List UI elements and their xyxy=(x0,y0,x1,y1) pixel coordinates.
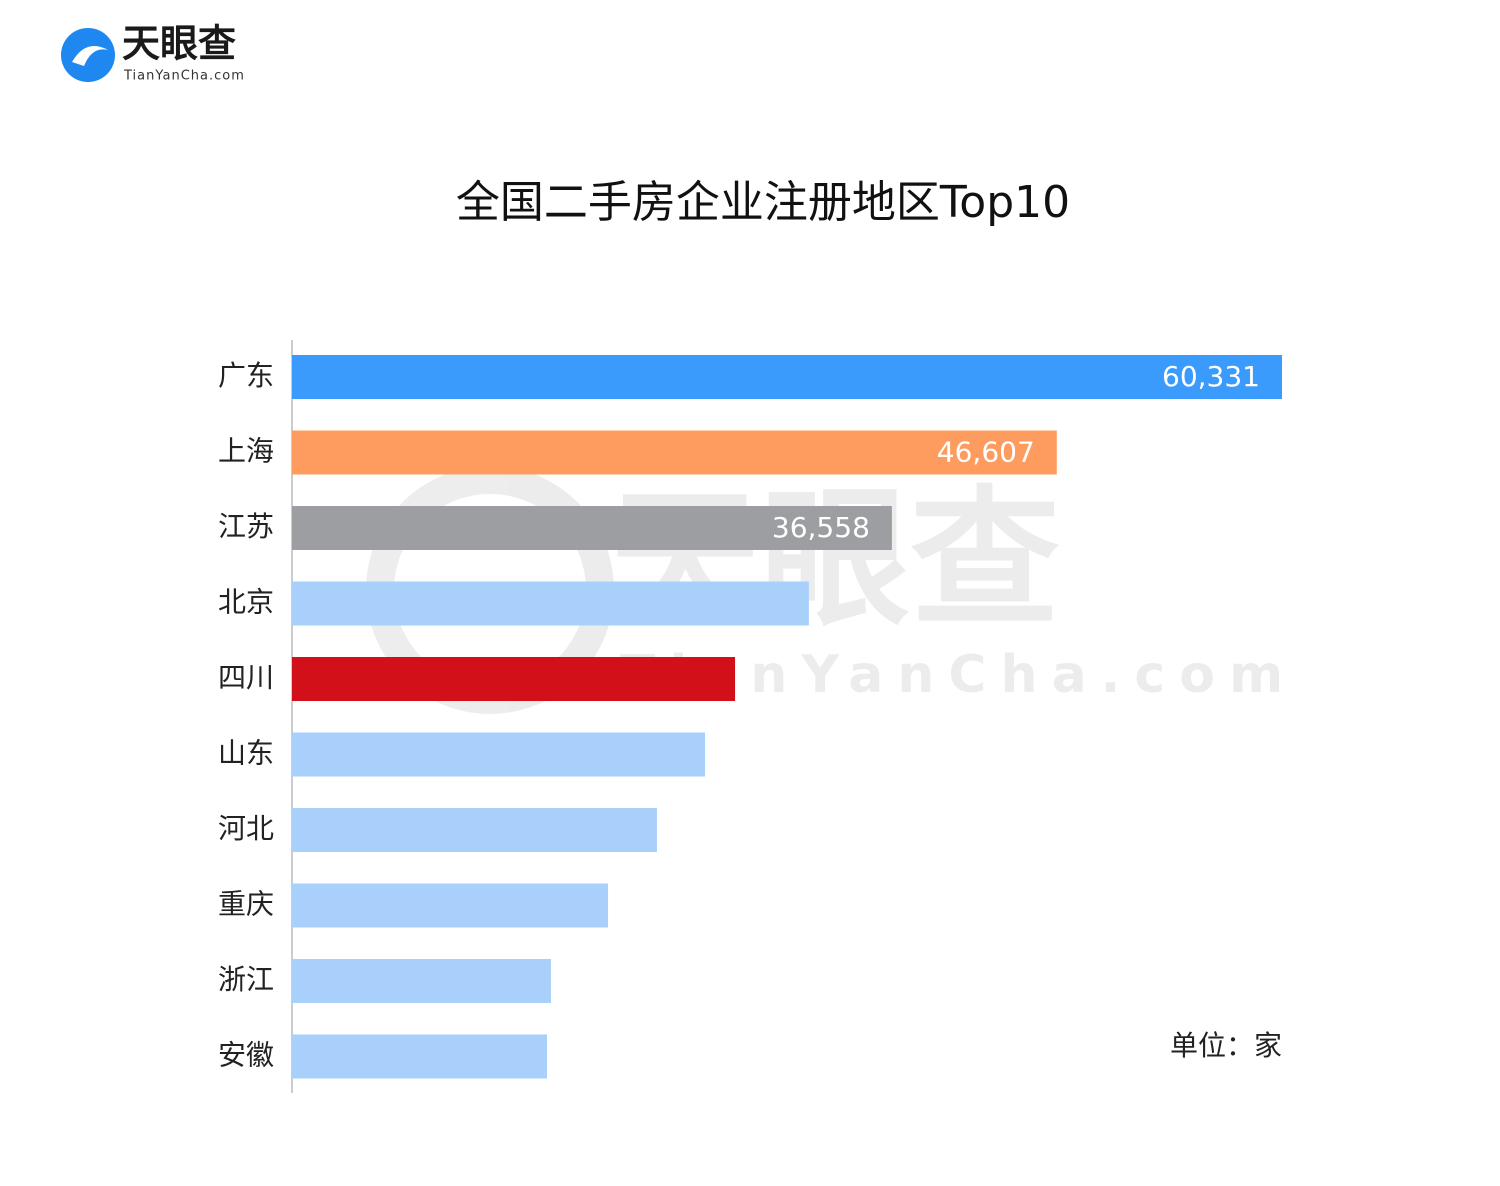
bar xyxy=(292,355,1282,399)
y-tick-label: 安徽 xyxy=(218,1039,274,1072)
y-tick-label: 江苏 xyxy=(218,510,274,543)
y-tick-label: 浙江 xyxy=(218,963,274,996)
bar xyxy=(292,430,1057,475)
y-tick-label: 北京 xyxy=(218,586,274,619)
value-label: 46,607 xyxy=(937,436,1035,469)
bar xyxy=(292,732,706,777)
y-tick-label: 四川 xyxy=(218,661,274,694)
unit-note: 单位：家 xyxy=(1170,1029,1282,1062)
bar xyxy=(292,883,609,928)
logo-swirl xyxy=(72,46,108,66)
logo-site: TianYanCha.com xyxy=(123,69,245,84)
bar xyxy=(292,959,551,1003)
bar xyxy=(292,506,892,550)
y-tick-label: 山东 xyxy=(218,737,274,770)
y-tick-label: 河北 xyxy=(218,812,274,845)
value-label: 60,331 xyxy=(1162,360,1260,393)
y-tick-label: 上海 xyxy=(218,435,274,468)
y-tick-label: 广东 xyxy=(218,359,274,392)
logo: 天眼查 TianYanCha.com xyxy=(61,22,245,84)
bar xyxy=(292,1034,548,1079)
logo-name: 天眼查 xyxy=(122,22,236,66)
y-tick-label: 重庆 xyxy=(218,888,274,921)
chart-title: 全国二手房企业注册地区Top10 xyxy=(456,177,1070,228)
value-label: 36,558 xyxy=(772,511,870,544)
bar xyxy=(292,808,657,852)
bar xyxy=(292,581,809,626)
bar xyxy=(292,657,736,701)
